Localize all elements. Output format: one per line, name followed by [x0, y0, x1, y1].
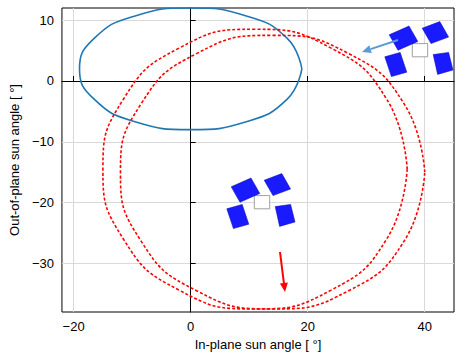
svg-text:−30: −30 — [32, 256, 54, 271]
svg-text:−20: −20 — [32, 195, 54, 210]
svg-text:In-plane sun angle [ °]: In-plane sun angle [ °] — [195, 337, 322, 352]
svg-text:20: 20 — [300, 319, 314, 334]
svg-text:0: 0 — [47, 73, 54, 88]
svg-text:−20: −20 — [63, 319, 85, 334]
svg-text:10: 10 — [39, 13, 53, 28]
svg-text:40: 40 — [418, 319, 432, 334]
svg-text:0: 0 — [187, 319, 194, 334]
svg-text:−10: −10 — [32, 134, 54, 149]
svg-text:Out-of-plane sun angle [ °]: Out-of-plane sun angle [ °] — [7, 84, 22, 236]
